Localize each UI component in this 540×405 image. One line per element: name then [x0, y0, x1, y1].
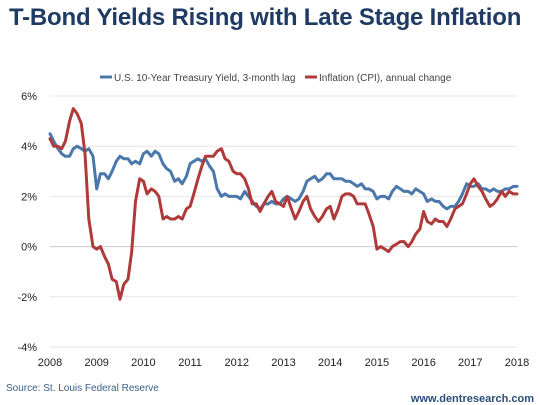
y-tick-label: -2% — [17, 292, 37, 304]
x-tick-label: 2011 — [178, 357, 202, 369]
x-tick-label: 2017 — [458, 357, 482, 369]
gridlines — [50, 95, 517, 348]
x-axis-ticks: 2008 2009 2010 2011 2012 2013 2014 2015 2016 2017… — [38, 357, 529, 369]
y-tick-label: -4% — [17, 342, 37, 354]
y-tick-label: 4% — [21, 141, 37, 153]
x-tick-label: 2016 — [411, 357, 435, 369]
x-tick-label: 2012 — [225, 357, 249, 369]
x-tick-label: 2009 — [84, 357, 108, 369]
x-tick-label: 2008 — [38, 357, 62, 369]
y-axis-ticks: 6% 4% 2% 0% -2% -4% — [17, 91, 37, 354]
series-line — [48, 132, 519, 211]
y-tick-label: 0% — [21, 242, 37, 254]
y-tick-label: 2% — [21, 191, 37, 203]
x-tick-label: 2014 — [318, 357, 342, 369]
x-tick-label: 2010 — [131, 357, 155, 369]
series-lines — [48, 107, 519, 301]
legend: U.S. 10-Year Treasury Yield, 3-month lag… — [100, 73, 452, 84]
legend-label: Inflation (CPI), annual change — [319, 73, 452, 84]
source-note: Source: St. Louis Federal Reserve — [6, 383, 159, 394]
x-tick-label: 2018 — [505, 357, 529, 369]
chart-title: T-Bond Yields Rising with Late Stage Inf… — [9, 4, 522, 31]
y-tick-label: 6% — [21, 91, 37, 103]
legend-label: U.S. 10-Year Treasury Yield, 3-month lag — [114, 73, 295, 84]
x-tick-label: 2013 — [271, 357, 295, 369]
series-line — [48, 107, 519, 301]
x-tick-label: 2015 — [365, 357, 389, 369]
website-link[interactable]: www.dentresearch.com — [410, 393, 534, 405]
